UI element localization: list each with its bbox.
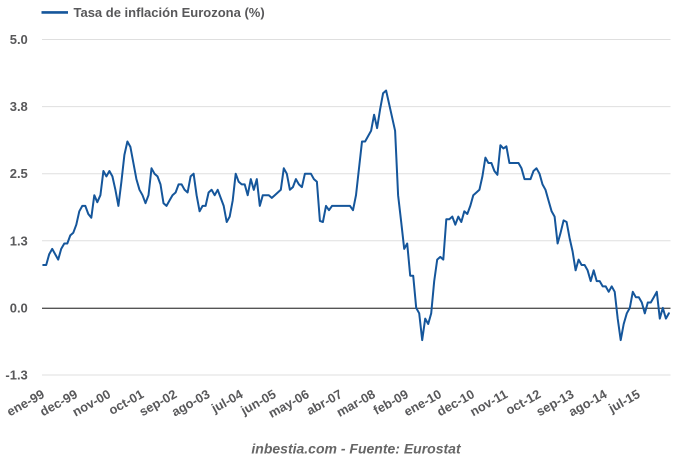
svg-text:-1.3: -1.3 — [5, 368, 27, 383]
svg-text:2.5: 2.5 — [10, 166, 28, 181]
svg-text:inbestia.com - Fuente: Eurosta: inbestia.com - Fuente: Eurostat — [251, 441, 462, 457]
svg-text:1.3: 1.3 — [10, 233, 28, 248]
svg-text:0.0: 0.0 — [10, 300, 28, 315]
svg-text:3.8: 3.8 — [10, 99, 28, 114]
svg-text:Tasa de inflación Eurozona (%): Tasa de inflación Eurozona (%) — [74, 5, 265, 20]
svg-text:5.0: 5.0 — [10, 32, 28, 47]
